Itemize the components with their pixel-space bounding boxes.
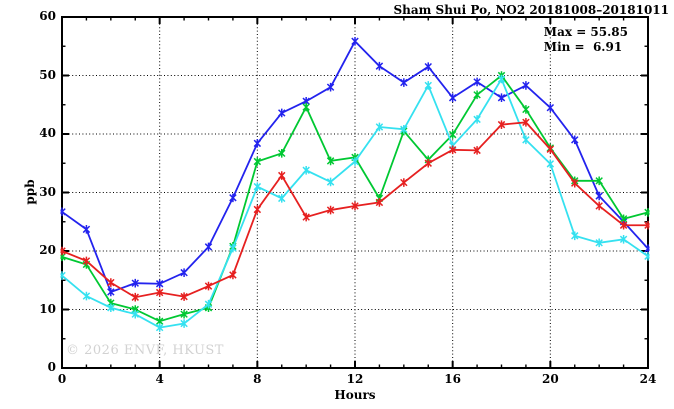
series-blue (60, 36, 650, 297)
y-tick-label: 60 (39, 9, 56, 23)
y-tick-label: 0 (47, 360, 56, 374)
max-value-label: Max = 55.85 (543, 25, 628, 39)
x-tick-label: 24 (639, 372, 657, 386)
y-tick-label: 50 (39, 67, 56, 82)
watermark: © 2026 ENVF, HKUST (66, 343, 224, 358)
x-tick-label: 16 (444, 372, 461, 386)
y-tick-label: 20 (39, 243, 56, 257)
series-red (60, 118, 650, 302)
chart-title: Sham Shui Po, NO2 20181008–20181011 (393, 3, 670, 17)
x-tick-label: 12 (346, 372, 364, 386)
x-tick-label: 4 (155, 372, 164, 386)
min-value-label: Min = 6.91 (543, 40, 623, 54)
y-tick-label: 30 (39, 184, 56, 199)
x-tick-label: 20 (541, 372, 559, 386)
x-axis-label: Hours (334, 388, 376, 402)
y-tick-label: 40 (39, 126, 56, 140)
y-tick-label: 10 (39, 301, 56, 316)
maxmin-annotation: Max = 55.85 Min = 6.91 (544, 25, 628, 55)
x-tick-label: 0 (57, 372, 67, 386)
x-tick-label: 8 (253, 372, 262, 386)
